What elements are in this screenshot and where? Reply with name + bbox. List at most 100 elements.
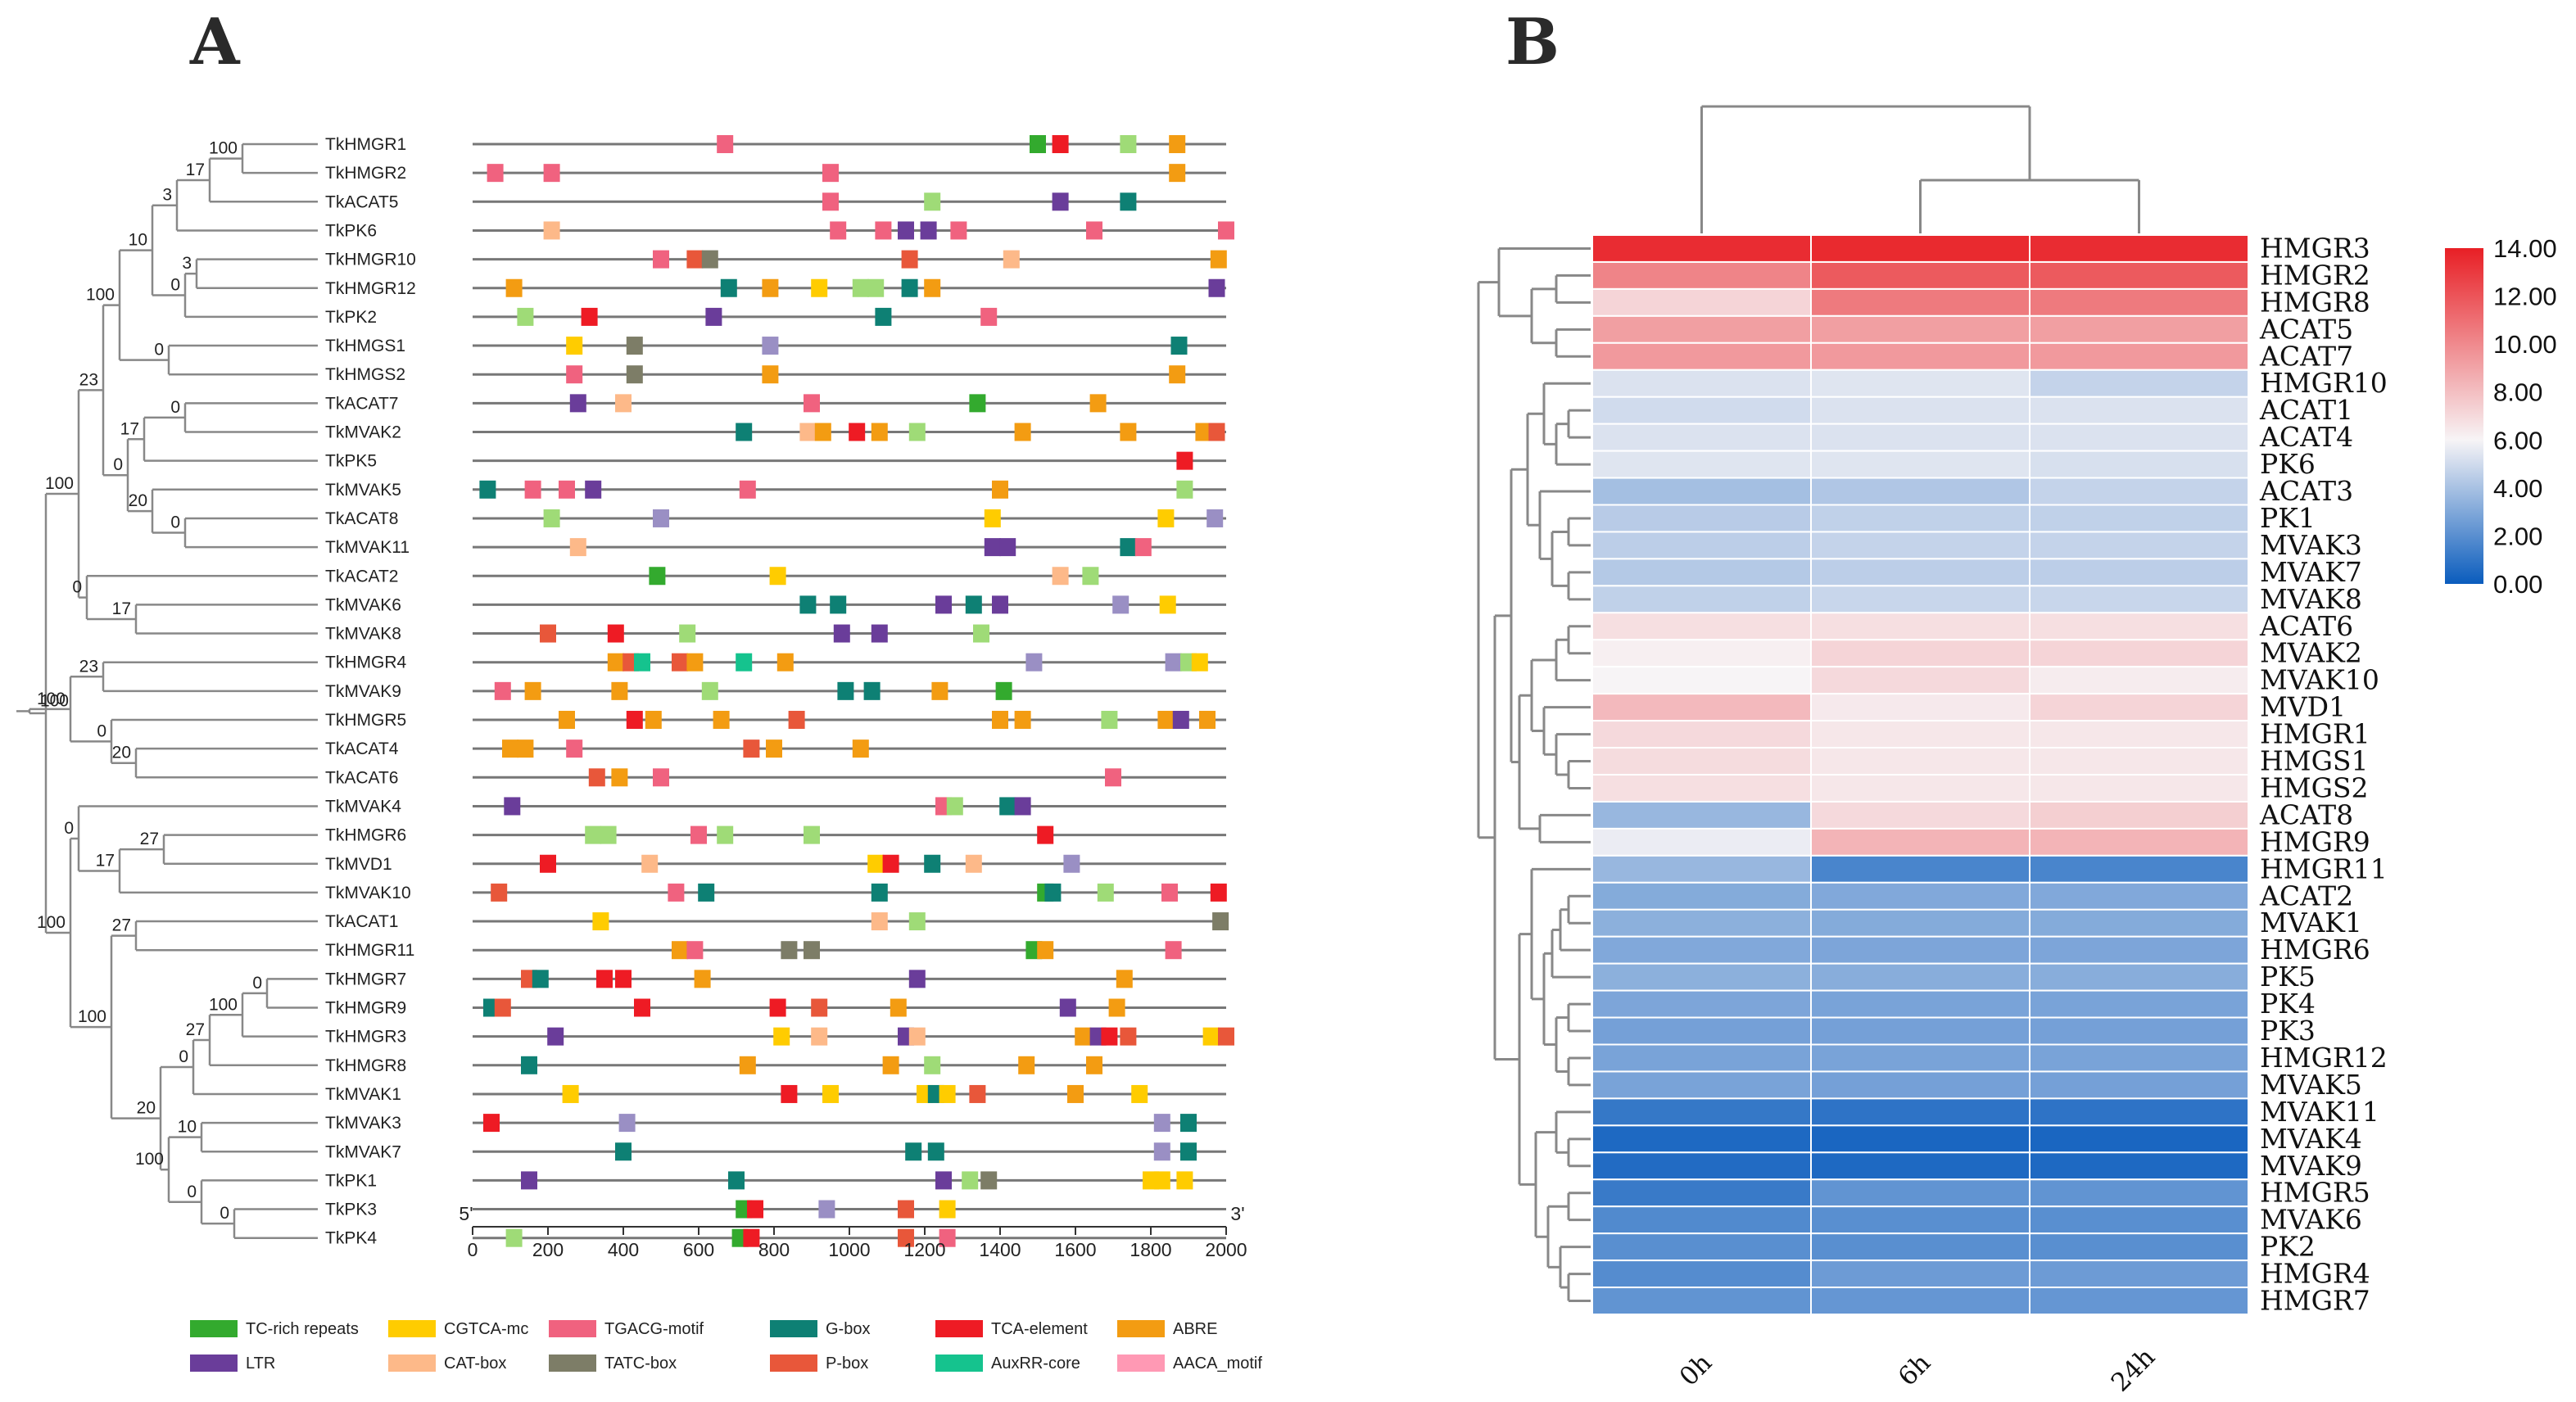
motif-box xyxy=(596,970,613,988)
motif-box xyxy=(1170,337,1188,355)
gene-row: TkHMGR11 xyxy=(325,941,1226,960)
position-axis: 0 200 400 600 800 1000 1200 1400 1600 1800 2000 5' 3… xyxy=(459,1203,1247,1260)
motif-box xyxy=(939,1228,956,1247)
motif-box xyxy=(1159,595,1176,614)
motif-box xyxy=(1153,1142,1170,1161)
heatmap-cell xyxy=(2029,693,2249,722)
motif-box xyxy=(600,825,617,844)
motif-box xyxy=(547,1027,564,1046)
motif-box xyxy=(517,739,534,758)
bootstrap-label: 0 xyxy=(179,1047,188,1066)
gene-label: TkHMGR4 xyxy=(325,654,406,672)
motif-box xyxy=(1210,883,1227,902)
motif-box xyxy=(1120,538,1137,557)
heatmap-cell xyxy=(1591,1016,1812,1046)
gene-label: TkACAT4 xyxy=(325,739,399,758)
motif-box xyxy=(946,797,963,816)
heatmap-cell xyxy=(2029,1178,2249,1208)
motif-box xyxy=(1153,1171,1170,1190)
motif-box xyxy=(762,278,779,297)
motif-box xyxy=(672,941,688,960)
motif-box xyxy=(720,278,737,297)
heatmap-cell xyxy=(1591,800,1812,830)
gene-row: TkHMGS1 xyxy=(325,337,1226,355)
gene-label: TkMVAK7 xyxy=(325,1142,401,1161)
gene-row: TkPK4 xyxy=(325,1228,1226,1248)
bootstrap-label: 17 xyxy=(112,599,131,618)
motif-box xyxy=(521,1056,537,1074)
motif-box xyxy=(1112,595,1130,614)
motif-box xyxy=(543,221,560,240)
legend-label: ABRE xyxy=(1173,1320,1217,1338)
motif-box xyxy=(634,653,650,672)
motif-box xyxy=(965,854,982,873)
heatmap-cell xyxy=(2029,1260,2249,1289)
heatmap-cell xyxy=(1810,774,2030,803)
motif-box xyxy=(690,825,707,844)
motif-box xyxy=(588,768,605,787)
legend-swatch xyxy=(549,1355,596,1372)
gene-row: TkMVAK4 xyxy=(325,797,1226,816)
legend-item: TCA-element xyxy=(935,1320,1088,1338)
heatmap-cell xyxy=(2029,908,2249,938)
motif-box xyxy=(908,423,926,441)
motif-box xyxy=(504,797,521,816)
gene-row: TkMVAK10 xyxy=(325,883,1227,902)
motif-box xyxy=(1165,653,1182,672)
heatmap-cell xyxy=(1810,558,2030,587)
colorbar-tick-label: 10.00 xyxy=(2493,330,2557,359)
gene-row: TkHMGR10 xyxy=(325,250,1227,269)
heatmap-cell xyxy=(2029,666,2249,695)
bootstrap-label: 20 xyxy=(137,1099,156,1118)
motif-box xyxy=(1014,711,1031,729)
motif-box xyxy=(1218,221,1234,240)
gene-row: TkHMGR3 xyxy=(325,1027,1234,1047)
motif-box xyxy=(739,1056,756,1074)
motif-box xyxy=(1172,711,1189,729)
motif-box xyxy=(769,567,786,586)
motif-box xyxy=(804,825,820,844)
motif-box xyxy=(980,1171,998,1190)
motif-box xyxy=(1131,1084,1148,1103)
heatmap-cell xyxy=(2029,287,2249,317)
heatmap-cell xyxy=(1591,1097,1812,1127)
motif-box xyxy=(999,538,1016,557)
motif-box xyxy=(566,739,583,758)
legend-item: TATC-box xyxy=(549,1355,677,1373)
motif-box xyxy=(1176,480,1193,499)
heatmap-cell xyxy=(1591,881,1812,911)
motif-box xyxy=(875,221,892,240)
gene-row: TkACAT8 xyxy=(325,509,1226,528)
heatmap-cell xyxy=(1591,1043,1812,1073)
motif-box xyxy=(1108,998,1125,1017)
motif-box xyxy=(686,941,704,960)
legend-swatch xyxy=(770,1320,817,1337)
axis-tick-label: 0 xyxy=(468,1239,478,1260)
heatmap-cell xyxy=(1591,558,1812,587)
motif-box xyxy=(747,1200,763,1219)
bootstrap-label: 0 xyxy=(154,341,164,360)
heatmap-cell xyxy=(2029,341,2249,371)
row-dendrogram xyxy=(1477,246,1591,1303)
panel-b-heatmap: HMGR3HMGR2HMGR8ACAT5ACAT7HMGR10ACAT1ACAT… xyxy=(1477,105,2557,1398)
bootstrap-label: 3 xyxy=(162,186,172,205)
heatmap-cell xyxy=(1810,639,2030,668)
bootstrap-label: 0 xyxy=(187,1183,197,1201)
motif-box xyxy=(867,278,885,297)
motif-box xyxy=(672,653,688,672)
gene-label: TkHMGR2 xyxy=(325,164,406,183)
legend-label: CAT-box xyxy=(444,1355,506,1373)
heatmap-row-label: MVAK9 xyxy=(2260,1150,2362,1182)
motif-box xyxy=(505,1228,523,1247)
motif-box xyxy=(769,998,786,1017)
heatmap-cell xyxy=(1810,1070,2030,1100)
heatmap-cell xyxy=(2029,935,2249,965)
motif-box xyxy=(939,1084,956,1103)
bootstrap-label: 17 xyxy=(96,852,115,871)
gene-label: TkHMGR3 xyxy=(325,1028,406,1047)
motif-box xyxy=(679,624,696,643)
heatmap-row-label: HMGR5 xyxy=(2260,1177,2370,1209)
motif-box xyxy=(1169,164,1186,183)
gene-row: TkPK5 xyxy=(325,451,1226,471)
gene-label: TkHMGR8 xyxy=(325,1056,406,1075)
